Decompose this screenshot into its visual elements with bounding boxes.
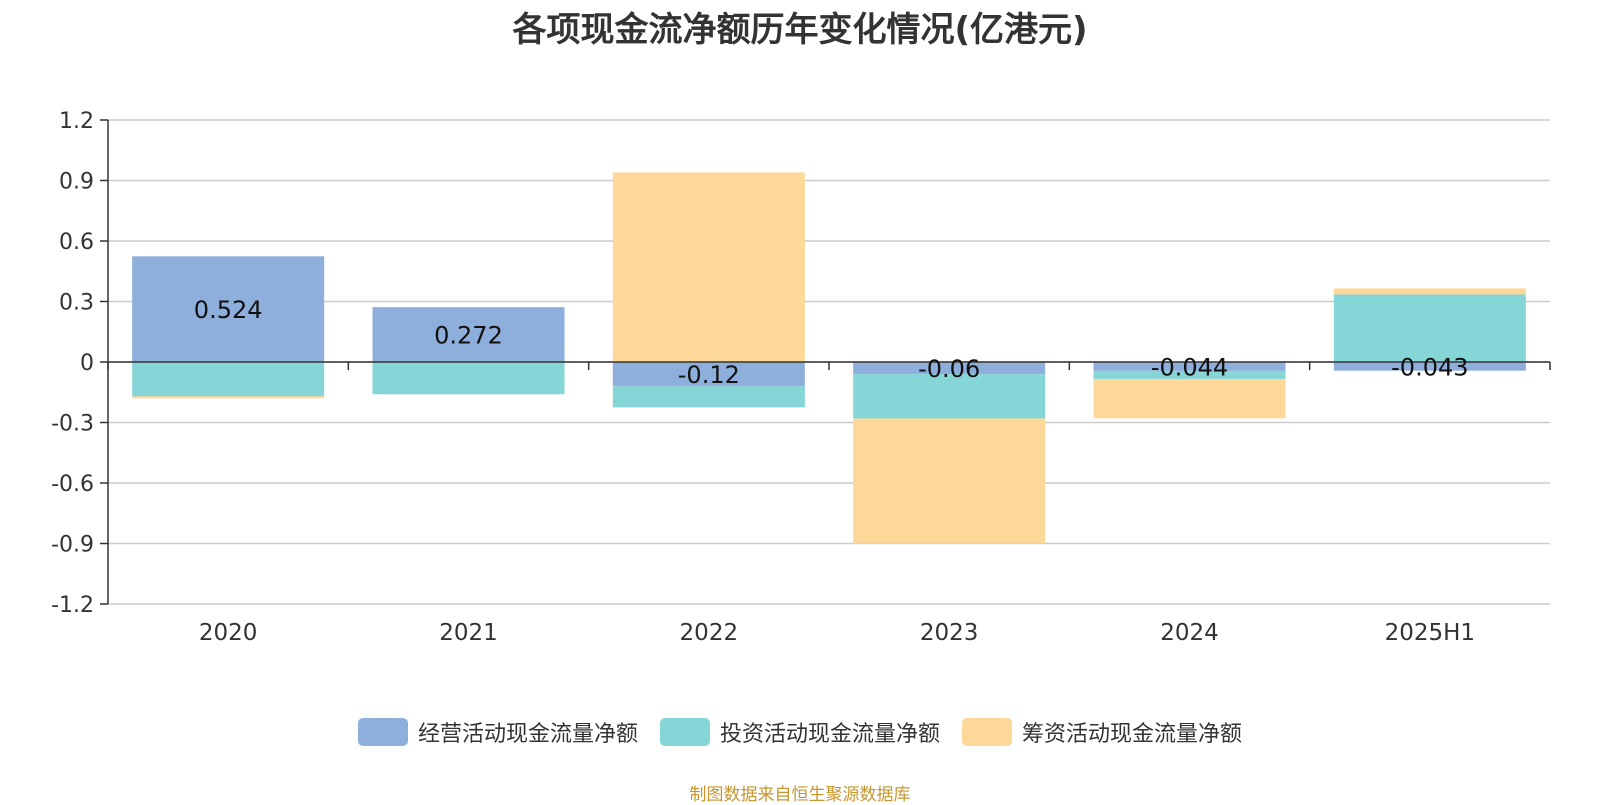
legend-swatch-operating <box>357 718 408 746</box>
bar-0-2 <box>612 362 805 387</box>
y-tick-label-8: -1.2 <box>51 593 94 618</box>
x-tick-label-2: 2022 <box>680 620 739 646</box>
y-tick-label-3: 0.3 <box>59 291 94 316</box>
x-tick-label-3: 2023 <box>920 620 979 646</box>
y-tick-label-1: 0.9 <box>59 170 94 195</box>
bar-2-3 <box>853 418 1046 544</box>
legend-label-financing: 筹资活动现金流量净额 <box>1022 722 1243 747</box>
legend-item-operating[interactable]: 经营活动现金流量净额 <box>357 716 638 748</box>
data-label-3: -0.06 <box>918 355 980 383</box>
bar-0-1 <box>372 307 565 362</box>
bar-2-4 <box>1093 378 1286 419</box>
bar-2-5 <box>1333 288 1526 295</box>
legend-item-financing[interactable]: 筹资活动现金流量净额 <box>962 716 1242 748</box>
x-tick-label-4: 2024 <box>1160 620 1219 646</box>
legend-item-investing[interactable]: 投资活动现金流量净额 <box>659 716 940 748</box>
bar-0-4 <box>1093 362 1286 371</box>
bar-0-5 <box>1333 362 1526 371</box>
bar-1-3 <box>853 374 1046 419</box>
x-tick-label-5: 2025H1 <box>1385 620 1475 646</box>
bar-2-0 <box>132 396 325 399</box>
bar-2-2 <box>612 172 805 362</box>
legend-swatch-financing <box>962 718 1012 746</box>
data-label-5: -0.043 <box>1391 353 1468 381</box>
y-tick-label-0: 1.2 <box>59 109 94 134</box>
legend-label-investing: 投资活动现金流量净额 <box>719 722 940 747</box>
y-tick-label-4: 0 <box>80 351 94 376</box>
legend-label-operating: 经营活动现金流量净额 <box>417 722 638 747</box>
legend: 经营活动现金流量净额 投资活动现金流量净额 筹资活动现金流量净额 <box>0 716 1600 748</box>
y-tick-label-5: -0.3 <box>51 412 94 437</box>
bar-1-0 <box>132 362 325 397</box>
legend-swatch-investing <box>659 718 710 746</box>
bar-1-1 <box>372 362 565 395</box>
data-label-2: -0.12 <box>678 361 740 389</box>
y-tick-label-2: 0.6 <box>59 230 94 255</box>
bar-0-3 <box>853 362 1046 375</box>
x-tick-label-0: 2020 <box>199 620 258 646</box>
bar-1-5 <box>1333 294 1526 362</box>
y-tick-label-6: -0.6 <box>51 472 94 497</box>
data-label-4: -0.044 <box>1151 353 1228 381</box>
x-tick-label-1: 2021 <box>439 620 498 646</box>
y-tick-label-7: -0.9 <box>51 533 94 558</box>
data-label-0: 0.524 <box>194 296 263 324</box>
data-label-1: 0.272 <box>434 322 503 350</box>
chart-title: 各项现金流净额历年变化情况(亿港元) <box>512 10 1088 50</box>
source-note: 制图数据来自恒生聚源数据库 <box>689 785 911 805</box>
bar-0-0 <box>132 256 325 362</box>
bar-1-4 <box>1093 370 1286 379</box>
bar-1-2 <box>612 386 805 408</box>
